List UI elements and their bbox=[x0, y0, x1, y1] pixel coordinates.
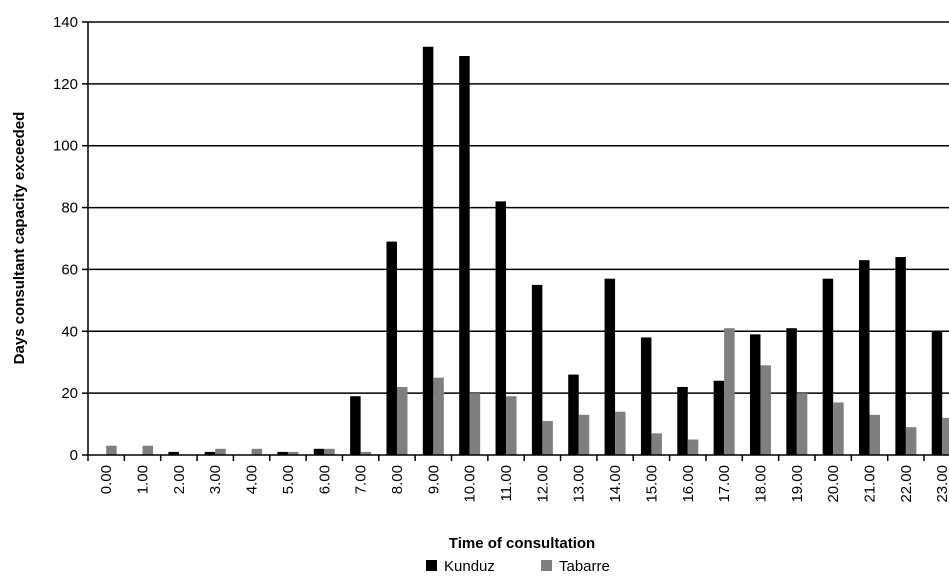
x-tick-label: 9.00 bbox=[425, 465, 442, 494]
x-tick-label: 20.00 bbox=[825, 465, 842, 503]
y-tick-label: 80 bbox=[61, 200, 78, 217]
bar-tabarre-3.00 bbox=[215, 449, 226, 455]
bar-tabarre-0.00 bbox=[106, 446, 117, 455]
x-tick-label: 11.00 bbox=[498, 465, 515, 501]
gridlines bbox=[88, 22, 949, 393]
bar-kunduz-9.00 bbox=[423, 47, 434, 455]
x-tick-label: 8.00 bbox=[389, 465, 406, 494]
x-tick-label: 1.00 bbox=[135, 465, 152, 494]
x-tick-label: 5.00 bbox=[280, 465, 297, 494]
y-tick-label: 20 bbox=[61, 385, 78, 402]
bar-kunduz-17.00 bbox=[714, 381, 725, 455]
bar-tabarre-23.00 bbox=[942, 418, 949, 455]
bar-tabarre-20.00 bbox=[833, 402, 844, 455]
x-tick-label: 2.00 bbox=[171, 465, 188, 494]
bar-kunduz-18.00 bbox=[750, 334, 761, 455]
x-tick-label: 10.00 bbox=[462, 465, 479, 503]
bar-tabarre-6.00 bbox=[324, 449, 335, 455]
bar-tabarre-10.00 bbox=[470, 393, 481, 455]
legend-swatch-tabarre bbox=[541, 560, 552, 571]
bar-kunduz-22.00 bbox=[895, 257, 906, 455]
bar-kunduz-7.00 bbox=[350, 396, 361, 455]
bar-kunduz-14.00 bbox=[605, 279, 616, 455]
bar-tabarre-18.00 bbox=[760, 365, 771, 455]
x-tick-label: 0.00 bbox=[98, 465, 115, 494]
bar-kunduz-23.00 bbox=[932, 331, 943, 455]
x-tick-label: 19.00 bbox=[789, 465, 806, 503]
x-tick-label: 6.00 bbox=[316, 465, 333, 494]
bar-kunduz-16.00 bbox=[677, 387, 688, 455]
bar-tabarre-21.00 bbox=[870, 415, 881, 455]
bar-tabarre-1.00 bbox=[143, 446, 154, 455]
bar-kunduz-11.00 bbox=[496, 201, 507, 455]
x-tick-label: 18.00 bbox=[752, 465, 769, 503]
bar-tabarre-15.00 bbox=[651, 433, 662, 455]
x-tick-label: 3.00 bbox=[207, 465, 224, 494]
bar-kunduz-12.00 bbox=[532, 285, 543, 455]
x-tick-label: 17.00 bbox=[716, 465, 733, 503]
x-tick-label: 21.00 bbox=[862, 465, 879, 503]
legend: Kunduz Tabarre bbox=[426, 558, 610, 575]
legend-label-kunduz: Kunduz bbox=[444, 558, 495, 575]
bar-tabarre-14.00 bbox=[615, 412, 626, 455]
bar-kunduz-8.00 bbox=[386, 242, 397, 455]
bar-tabarre-11.00 bbox=[506, 396, 517, 455]
bar-tabarre-12.00 bbox=[542, 421, 553, 455]
bar-tabarre-16.00 bbox=[688, 440, 699, 455]
y-axis-title: Days consultant capacity exceeded bbox=[11, 112, 28, 365]
x-tick-label: 14.00 bbox=[607, 465, 624, 503]
y-tick-label: 140 bbox=[53, 14, 78, 31]
bar-kunduz-10.00 bbox=[459, 56, 470, 455]
bar-tabarre-13.00 bbox=[579, 415, 590, 455]
legend-swatch-kunduz bbox=[426, 560, 437, 571]
bar-tabarre-4.00 bbox=[252, 449, 263, 455]
y-tick-labels: 0 20 40 60 80 100 120 140 bbox=[53, 14, 88, 464]
bar-tabarre-17.00 bbox=[724, 328, 735, 455]
x-tick-label: 22.00 bbox=[898, 465, 915, 503]
bar-tabarre-8.00 bbox=[397, 387, 408, 455]
y-tick-label: 60 bbox=[61, 261, 78, 278]
x-tick-labels: 0.00 1.00 2.00 3.00 4.00 5.00 6.00 7.00 8.00 9.00… bbox=[88, 455, 949, 503]
bar-kunduz-15.00 bbox=[641, 337, 652, 455]
x-tick-label: 15.00 bbox=[643, 465, 660, 503]
bar-tabarre-9.00 bbox=[433, 378, 444, 455]
y-tick-label: 120 bbox=[53, 76, 78, 93]
y-tick-label: 0 bbox=[70, 447, 78, 464]
bar-kunduz-20.00 bbox=[823, 279, 834, 455]
bar-tabarre-22.00 bbox=[906, 427, 917, 455]
legend-label-tabarre: Tabarre bbox=[559, 558, 610, 575]
bar-kunduz-6.00 bbox=[314, 449, 325, 455]
x-axis-title: Time of consultation bbox=[449, 535, 595, 552]
y-tick-label: 40 bbox=[61, 323, 78, 340]
bar-kunduz-19.00 bbox=[786, 328, 797, 455]
x-tick-label: 4.00 bbox=[244, 465, 261, 494]
x-tick-label: 16.00 bbox=[680, 465, 697, 503]
bar-kunduz-21.00 bbox=[859, 260, 870, 455]
y-tick-label: 100 bbox=[53, 138, 78, 155]
x-tick-label: 13.00 bbox=[571, 465, 588, 503]
x-tick-label: 23.00 bbox=[934, 465, 949, 503]
x-tick-label: 12.00 bbox=[534, 465, 551, 503]
x-tick-label: 7.00 bbox=[353, 465, 370, 494]
bar-tabarre-19.00 bbox=[797, 393, 808, 455]
bar-kunduz-13.00 bbox=[568, 375, 579, 455]
